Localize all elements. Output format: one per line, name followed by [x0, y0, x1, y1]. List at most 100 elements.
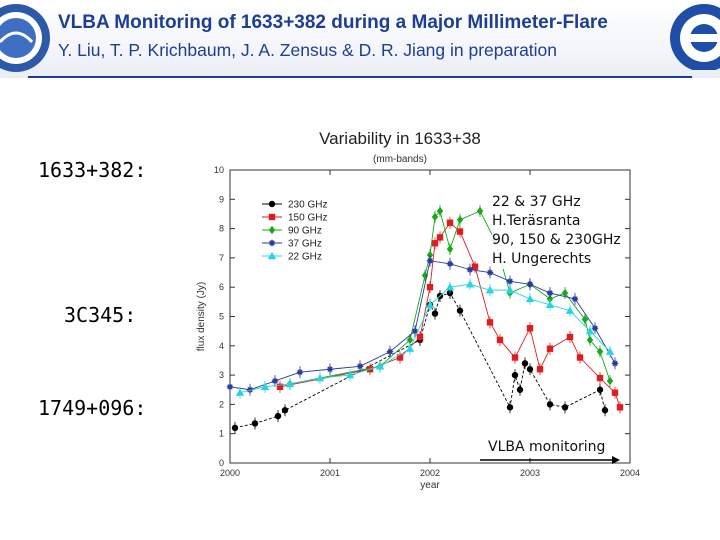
data-point [611, 360, 619, 367]
data-point [601, 407, 609, 414]
data-point [425, 300, 435, 308]
data-point [516, 386, 524, 393]
institute-logo-left [0, 4, 50, 72]
data-point [611, 389, 619, 396]
data-point [526, 366, 534, 373]
data-point [496, 336, 504, 344]
legend-marker [267, 251, 277, 260]
annotation-line-2: H.Teräsranta [492, 213, 581, 229]
data-point [486, 319, 494, 326]
y-tick-label: 7 [219, 253, 224, 263]
data-point [596, 347, 604, 356]
x-tick-label: 2004 [620, 468, 640, 478]
data-point [511, 371, 519, 379]
y-tick-label: 1 [219, 429, 224, 439]
data-point [546, 289, 554, 297]
legend-marker [268, 225, 276, 235]
data-point [476, 206, 484, 216]
data-point [405, 344, 415, 352]
data-point [586, 335, 594, 345]
data-point [525, 294, 535, 303]
y-axis-label: flux density (Jy) [196, 282, 207, 351]
legend-marker [268, 213, 276, 221]
source-label-1749: 1749+096: [38, 396, 147, 420]
data-point [596, 386, 604, 393]
y-tick-label: 3 [219, 370, 224, 380]
data-point [431, 310, 439, 317]
data-point [431, 240, 439, 247]
chart-title: Variability in 1633+38 [319, 129, 481, 148]
series-line [229, 260, 616, 391]
legend-label: 22 GHz [288, 252, 322, 263]
data-point [606, 376, 614, 386]
data-point [546, 401, 554, 408]
x-axis-label: year [420, 480, 440, 491]
data-point [545, 300, 555, 308]
y-tick-label: 10 [214, 165, 224, 175]
legend-label: 90 GHz [288, 226, 322, 237]
data-point [565, 306, 575, 314]
data-point [260, 382, 270, 391]
data-point [416, 333, 424, 341]
data-point [486, 269, 494, 276]
data-point [591, 325, 599, 332]
data-point [285, 379, 295, 388]
data-point [386, 348, 394, 355]
legend-marker [268, 239, 276, 247]
data-point [426, 257, 434, 265]
y-tick-label: 8 [219, 224, 224, 234]
data-point [446, 219, 454, 226]
page-title: VLBA Monitoring of 1633+382 during a Maj… [58, 12, 608, 33]
data-point [456, 307, 464, 314]
data-point [246, 386, 254, 393]
data-point [411, 327, 419, 335]
data-point [485, 285, 495, 294]
y-tick-label: 5 [219, 312, 224, 322]
data-point [526, 281, 534, 288]
data-point [274, 412, 282, 420]
data-point [436, 234, 444, 241]
data-point [356, 363, 364, 370]
data-point [521, 360, 529, 367]
data-point [456, 228, 464, 235]
y-tick-label: 9 [219, 194, 224, 204]
legend-label: 37 GHz [288, 239, 322, 250]
data-point [446, 244, 454, 254]
legend-marker [268, 200, 276, 208]
annotation-line-3: 90, 150 & 230GHz [492, 232, 621, 248]
data-point [375, 362, 385, 370]
data-point [466, 266, 474, 273]
data-point [315, 373, 325, 382]
data-point [605, 347, 615, 355]
data-point [296, 368, 304, 376]
chart-subtitle: (mm-bands) [373, 154, 427, 165]
data-point [226, 383, 234, 391]
observatory-logo-right [670, 4, 720, 70]
data-point [616, 404, 624, 411]
data-point [511, 354, 519, 361]
data-point [571, 295, 579, 303]
data-point [281, 407, 289, 414]
data-point [566, 333, 574, 341]
data-point [536, 366, 544, 373]
source-label-1633: 1633+382: [38, 158, 147, 182]
data-point [456, 215, 464, 225]
legend: 230 GHz 150 GHz 90 GHz 37 GHz 22 GHz [262, 200, 327, 263]
data-point [585, 326, 595, 335]
series-22-ghz [235, 278, 615, 399]
y-tick-label: 6 [219, 282, 224, 292]
data-point [526, 325, 534, 332]
data-point [276, 383, 284, 391]
data-point [326, 366, 334, 373]
vlba-monitoring-label: VLBA monitoring [488, 439, 606, 455]
source-label-3c345: 3C345: [64, 303, 137, 327]
data-point [426, 284, 434, 291]
header-divider [28, 76, 692, 78]
data-point [235, 388, 245, 396]
data-point [436, 206, 444, 216]
data-point [596, 374, 604, 382]
legend-label: 230 GHz [288, 200, 327, 211]
data-point [561, 404, 569, 411]
header-band [0, 0, 720, 78]
data-point [251, 420, 259, 427]
